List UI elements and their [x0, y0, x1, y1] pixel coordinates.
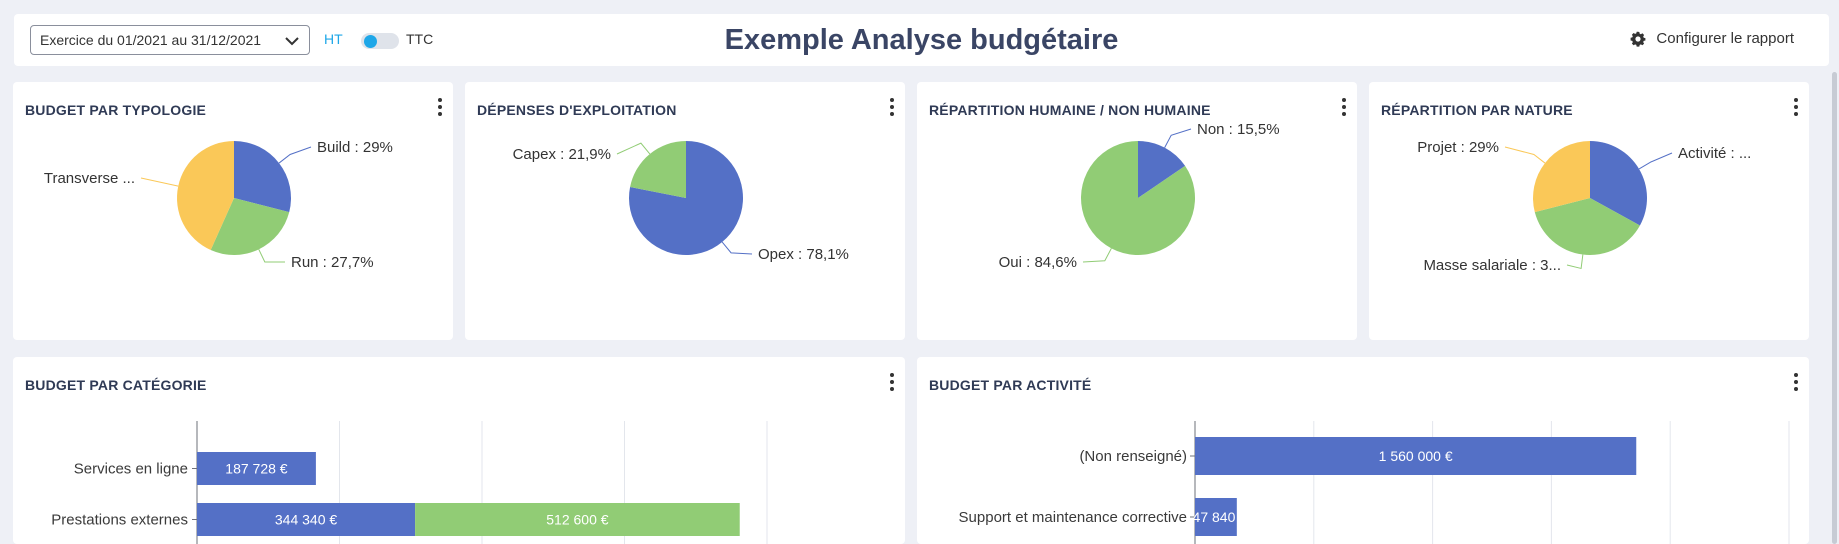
- pie-label: Masse salariale : 3...: [1423, 257, 1561, 274]
- bar[interactable]: [1195, 437, 1637, 475]
- pie-slice-masse-salariale[interactable]: [1534, 198, 1640, 256]
- pie-label-line: [1164, 128, 1192, 148]
- scrollbar-thumb[interactable]: [1832, 72, 1837, 544]
- card-repartition-humaine: RÉPARTITION HUMAINE / NON HUMAINE Non : …: [917, 82, 1357, 340]
- bar-value-label: 1 560 000 €: [1379, 448, 1453, 464]
- toggle-knob: [364, 35, 377, 48]
- y-tick-label: (Non renseigné): [1079, 448, 1187, 465]
- pie-label: Capex : 21,9%: [513, 146, 611, 163]
- pie-slice-non[interactable]: [1138, 141, 1186, 198]
- ttc-label: TTC: [406, 31, 434, 47]
- bar-chart-categorie: Services en ligne 187 728 € Prestations ex…: [51, 421, 768, 544]
- pie-label: Transverse ...: [44, 170, 135, 187]
- card-depenses-exploitation: DÉPENSES D'EXPLOITATION Opex : 78,1% Cape…: [465, 82, 905, 340]
- card-title: BUDGET PAR ACTIVITÉ: [929, 377, 1092, 393]
- pie-slice-projet[interactable]: [1533, 141, 1590, 213]
- period-select[interactable]: Exercice du 01/2021 au 31/12/2021: [30, 25, 310, 55]
- pie-chart-typologie: Build : 29% Run : 27,7% Transverse ...: [44, 139, 393, 271]
- more-options-icon[interactable]: [1788, 96, 1804, 118]
- page-scrollbar[interactable]: [1830, 72, 1839, 544]
- card-budget-typologie: BUDGET PAR TYPOLOGIE Build : 29% Run : 27…: [13, 82, 453, 340]
- ht-ttc-toggle[interactable]: [361, 33, 399, 49]
- card-budget-categorie: BUDGET PAR CATÉGORIE Services en ligne 18…: [13, 357, 905, 544]
- y-tick-label: Prestations externes: [51, 512, 188, 529]
- card-title: BUDGET PAR CATÉGORIE: [25, 377, 207, 393]
- bar[interactable]: [415, 503, 740, 536]
- more-options-icon[interactable]: [1336, 96, 1352, 118]
- bar-value-label: 344 340 €: [275, 512, 337, 528]
- pie-label-line: [1566, 254, 1584, 270]
- pie-chart-exploitation: Opex : 78,1% Capex : 21,9%: [513, 141, 849, 263]
- pie-label-line: [1504, 146, 1546, 164]
- more-options-icon[interactable]: [432, 96, 448, 118]
- pie-chart-nature: Activité : ... Masse salariale : 3... Proj…: [1417, 139, 1751, 274]
- card-title: DÉPENSES D'EXPLOITATION: [477, 102, 677, 118]
- report-header: Exercice du 01/2021 au 31/12/2021 HT TTC…: [14, 14, 1829, 66]
- pie-label: Projet : 29%: [1417, 139, 1499, 156]
- pie-label-line: [721, 241, 753, 255]
- bar-chart-activite: (Non renseigné) 1 560 000 € Support et mai…: [959, 421, 1790, 544]
- more-options-icon[interactable]: [1788, 371, 1804, 393]
- card-title: RÉPARTITION HUMAINE / NON HUMAINE: [929, 102, 1211, 118]
- card-budget-activite: BUDGET PAR ACTIVITÉ (Non renseigné) 1 560…: [917, 357, 1809, 544]
- bar[interactable]: [1195, 498, 1237, 536]
- configure-report-button[interactable]: Configurer le rapport: [1630, 30, 1794, 47]
- bar-value-label: 187 728 €: [225, 461, 287, 477]
- pie-label: Oui : 84,6%: [999, 254, 1077, 271]
- pie-slice-oui[interactable]: [1081, 141, 1195, 255]
- more-options-icon[interactable]: [884, 371, 900, 393]
- bar[interactable]: [197, 503, 416, 536]
- pie-label: Activité : ...: [1678, 145, 1751, 162]
- card-repartition-nature: RÉPARTITION PAR NATURE Activité : ... Mas…: [1369, 82, 1809, 340]
- bar[interactable]: [197, 452, 316, 485]
- pie-label-line: [278, 146, 312, 164]
- pie-label-line: [616, 142, 651, 155]
- card-title: BUDGET PAR TYPOLOGIE: [25, 102, 207, 118]
- gear-icon: [1631, 31, 1646, 47]
- pie-slice-transverse[interactable]: [176, 141, 234, 251]
- bar-value-label: 512 600 €: [546, 512, 608, 528]
- period-select-value: Exercice du 01/2021 au 31/12/2021: [40, 32, 262, 48]
- pie-chart-humaine: Non : 15,5% Oui : 84,6%: [999, 121, 1280, 271]
- pie-label: Opex : 78,1%: [758, 246, 849, 263]
- pie-label-line: [1082, 248, 1112, 263]
- pie-label: Build : 29%: [317, 139, 393, 156]
- pie-slice-capex[interactable]: [630, 141, 686, 198]
- card-title: RÉPARTITION PAR NATURE: [1381, 102, 1573, 118]
- y-tick-label: Support et maintenance corrective: [959, 509, 1187, 526]
- pie-label-line: [258, 249, 286, 263]
- ht-label: HT: [324, 31, 343, 47]
- pie-label: Run : 27,7%: [291, 254, 374, 271]
- configure-report-label: Configurer le rapport: [1656, 30, 1794, 47]
- bar-value-label: 147 840 €: [1185, 509, 1247, 525]
- more-options-icon[interactable]: [884, 96, 900, 118]
- pie-label-line: [140, 177, 179, 187]
- y-tick-label: Services en ligne: [74, 461, 188, 478]
- chevron-down-icon: [285, 37, 299, 46]
- pie-slice-activit-[interactable]: [1590, 141, 1647, 226]
- pie-label: Non : 15,5%: [1197, 121, 1280, 138]
- pie-slice-build[interactable]: [234, 141, 291, 213]
- pie-label-line: [1638, 152, 1673, 170]
- pie-slice-run[interactable]: [210, 198, 290, 255]
